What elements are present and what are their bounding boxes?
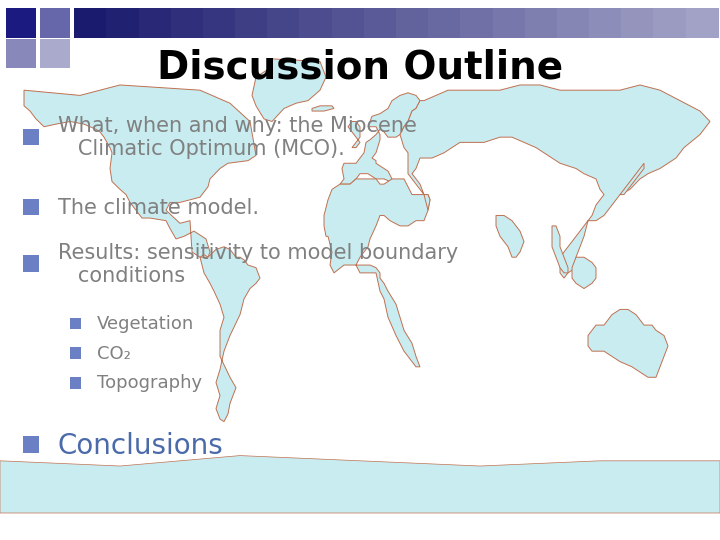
FancyBboxPatch shape [460, 8, 493, 38]
Polygon shape [400, 85, 710, 278]
Polygon shape [348, 122, 360, 147]
FancyBboxPatch shape [557, 8, 590, 38]
FancyBboxPatch shape [70, 377, 81, 389]
Text: What, when and why: the Miocene
   Climatic Optimum (MCO).: What, when and why: the Miocene Climatic… [58, 116, 416, 159]
Polygon shape [200, 247, 260, 422]
Text: The climate model.: The climate model. [58, 198, 258, 218]
FancyBboxPatch shape [107, 8, 139, 38]
Polygon shape [0, 456, 720, 513]
FancyBboxPatch shape [654, 8, 686, 38]
Text: Conclusions: Conclusions [58, 431, 223, 460]
FancyBboxPatch shape [300, 8, 333, 38]
Text: CO₂: CO₂ [97, 345, 131, 363]
FancyBboxPatch shape [589, 8, 622, 38]
FancyBboxPatch shape [685, 8, 719, 38]
Polygon shape [340, 93, 420, 184]
Polygon shape [620, 163, 644, 194]
FancyBboxPatch shape [621, 8, 654, 38]
FancyBboxPatch shape [492, 8, 526, 38]
FancyBboxPatch shape [23, 129, 39, 145]
FancyBboxPatch shape [235, 8, 268, 38]
FancyBboxPatch shape [74, 8, 718, 38]
FancyBboxPatch shape [203, 8, 236, 38]
Polygon shape [252, 59, 326, 122]
FancyBboxPatch shape [138, 8, 171, 38]
FancyBboxPatch shape [6, 39, 36, 68]
Polygon shape [496, 215, 524, 257]
FancyBboxPatch shape [40, 8, 70, 38]
FancyBboxPatch shape [40, 39, 70, 68]
Polygon shape [24, 85, 256, 257]
FancyBboxPatch shape [23, 199, 39, 215]
FancyBboxPatch shape [364, 8, 397, 38]
FancyBboxPatch shape [6, 8, 36, 38]
Polygon shape [552, 226, 568, 273]
FancyBboxPatch shape [23, 436, 39, 453]
Polygon shape [324, 179, 430, 367]
FancyBboxPatch shape [74, 8, 107, 38]
FancyBboxPatch shape [267, 8, 300, 38]
FancyBboxPatch shape [332, 8, 364, 38]
FancyBboxPatch shape [525, 8, 557, 38]
Text: Discussion Outline: Discussion Outline [157, 49, 563, 86]
Polygon shape [588, 309, 668, 377]
Text: Results: sensitivity to model boundary
   conditions: Results: sensitivity to model boundary c… [58, 243, 458, 286]
FancyBboxPatch shape [396, 8, 429, 38]
FancyBboxPatch shape [70, 347, 81, 359]
FancyBboxPatch shape [428, 8, 461, 38]
FancyBboxPatch shape [171, 8, 204, 38]
FancyBboxPatch shape [70, 318, 81, 329]
Text: Vegetation: Vegetation [97, 315, 194, 333]
Polygon shape [572, 257, 596, 288]
FancyBboxPatch shape [23, 255, 39, 272]
Text: Topography: Topography [97, 374, 202, 393]
Polygon shape [312, 106, 334, 111]
